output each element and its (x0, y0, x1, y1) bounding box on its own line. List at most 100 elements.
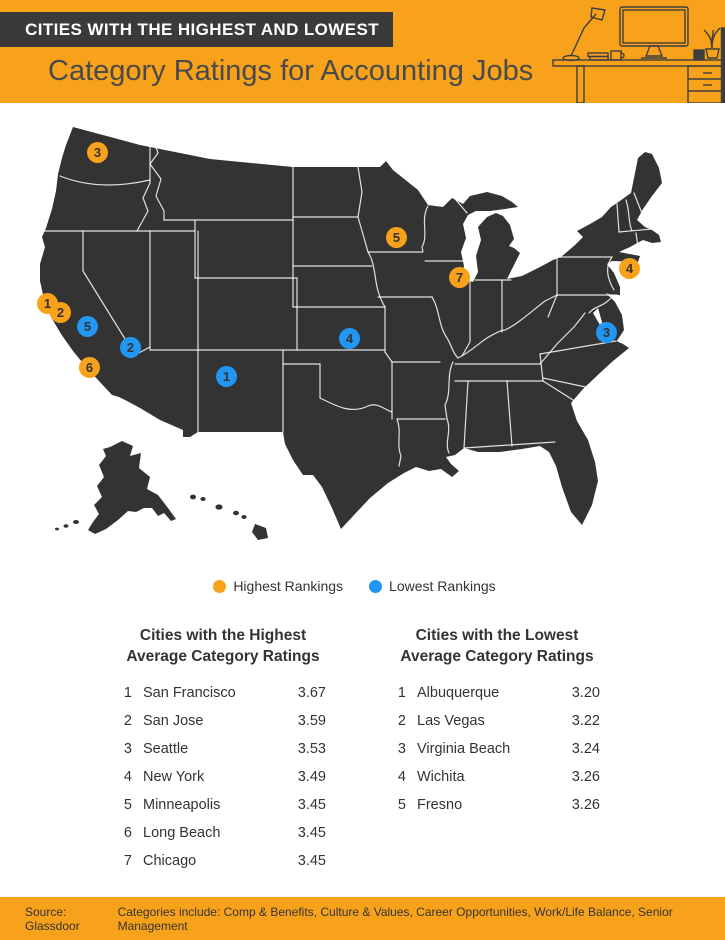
row-rating: 3.53 (297, 741, 326, 757)
table-row: 5 Minneapolis 3.45 (110, 791, 336, 819)
header-kicker-box: CITIES WITH THE HIGHEST AND LOWEST (0, 12, 393, 47)
row-rank: 6 (123, 825, 132, 841)
row-city: San Francisco (143, 685, 236, 701)
highest-rankings-dot-icon (213, 579, 227, 593)
marker-rank: 3 (93, 145, 102, 160)
monitor-icon (619, 6, 689, 59)
row-rank: 2 (123, 713, 132, 729)
header-kicker: CITIES WITH THE HIGHEST AND LOWEST (25, 20, 379, 39)
highest-table-rows: 1 San Francisco 3.67 2 San Jose 3.59 3 Seattl… (110, 679, 336, 875)
row-city: Long Beach (143, 825, 221, 841)
highest-table-title: Cities with the Highest Average Category… (110, 625, 336, 667)
desk-drawers (687, 65, 723, 103)
plant-icon (703, 27, 721, 59)
speaker-icon (693, 49, 705, 61)
row-rating: 3.45 (297, 797, 326, 813)
map-marker-lowest-fresno: 5 (77, 316, 98, 337)
table-row: 6 Long Beach 3.45 (110, 819, 336, 847)
row-rank: 3 (397, 741, 406, 757)
row-city: Minneapolis (143, 797, 221, 813)
map-marker-lowest-las-vegas: 2 (120, 337, 141, 358)
lowest-table-title: Cities with the Lowest Average Category … (384, 625, 610, 667)
map-marker-lowest-wichita: 4 (339, 328, 360, 349)
table-row: 2 Las Vegas 3.22 (384, 707, 610, 735)
marker-rank: 4 (625, 261, 634, 276)
row-rating: 3.67 (297, 685, 326, 701)
map-legend: Highest Rankings Lowest Rankings (0, 578, 717, 594)
table-row: 3 Virginia Beach 3.24 (384, 735, 610, 763)
row-city: New York (143, 769, 205, 785)
legend-highest-label: Highest Rankings (233, 578, 344, 594)
lowest-table-title-line2: Average Category Ratings (400, 648, 594, 665)
books-icon (587, 52, 609, 61)
row-rank: 4 (123, 769, 132, 785)
highest-table-title-line2: Average Category Ratings (126, 648, 320, 665)
lowest-rankings-dot-icon (369, 579, 383, 593)
marker-rank: 4 (345, 331, 354, 346)
marker-rank: 2 (56, 305, 65, 320)
legend-highest: Highest Rankings (213, 578, 343, 594)
row-city: Chicago (143, 853, 197, 869)
map-marker-highest-long-beach: 6 (79, 357, 100, 378)
map-marker-highest-chicago: 7 (449, 267, 470, 288)
footer-band: Source: Glassdoor Categories include: Co… (0, 897, 725, 940)
row-rank: 5 (397, 797, 406, 813)
row-rating: 3.22 (571, 713, 600, 729)
table-row: 2 San Jose 3.59 (110, 707, 336, 735)
lowest-table-title-line1: Cities with the Lowest (415, 627, 579, 644)
marker-rank: 1 (222, 369, 231, 384)
map-marker-lowest-virginia-beach: 3 (596, 322, 617, 343)
marker-rank: 7 (455, 270, 464, 285)
desk-leg (576, 65, 585, 103)
row-rank: 1 (397, 685, 406, 701)
header-band: CITIES WITH THE HIGHEST AND LOWEST Categ… (0, 0, 725, 103)
map-marker-lowest-albuquerque: 1 (216, 366, 237, 387)
row-rating: 3.45 (297, 825, 326, 841)
row-city: Las Vegas (417, 713, 485, 729)
row-rank: 4 (397, 769, 406, 785)
state-borders (41, 134, 653, 467)
table-row: 3 Seattle 3.53 (110, 735, 336, 763)
row-city: Wichita (417, 769, 465, 785)
row-rating: 3.20 (571, 685, 600, 701)
lamp-icon (562, 7, 606, 62)
mug-icon (610, 50, 625, 61)
row-rating: 3.45 (297, 853, 326, 869)
shelf-edge (720, 27, 725, 103)
legend-lowest-label: Lowest Rankings (389, 578, 496, 594)
row-rating: 3.49 (297, 769, 326, 785)
table-row: 1 Albuquerque 3.20 (384, 679, 610, 707)
row-rating: 3.24 (571, 741, 600, 757)
desk-illustration (552, 6, 725, 103)
row-rank: 1 (123, 685, 132, 701)
row-rank: 2 (397, 713, 406, 729)
alaska-silhouette (88, 441, 176, 534)
row-city: San Jose (143, 713, 204, 729)
map-marker-highest-minneapolis: 5 (386, 227, 407, 248)
row-rating: 3.26 (571, 797, 600, 813)
map-marker-highest-new-york: 4 (619, 258, 640, 279)
categories-note: Categories include: Comp & Benefits, Cul… (117, 904, 673, 933)
source-credit: Source: Glassdoor (25, 904, 80, 933)
lowest-ratings-table: Cities with the Lowest Average Category … (384, 625, 610, 819)
row-rating: 3.59 (297, 713, 326, 729)
table-row: 1 San Francisco 3.67 (110, 679, 336, 707)
marker-rank: 5 (392, 230, 401, 245)
row-rank: 7 (123, 853, 132, 869)
hawaii-islands (190, 494, 268, 540)
highest-table-title-line1: Cities with the Highest (139, 627, 307, 644)
row-rating: 3.26 (571, 769, 600, 785)
marker-rank: 6 (85, 360, 94, 375)
map-marker-highest-san-jose: 2 (50, 302, 71, 323)
row-city: Seattle (143, 741, 189, 757)
aleutian-islands (55, 520, 79, 531)
row-rank: 3 (123, 741, 132, 757)
highest-ratings-table: Cities with the Highest Average Category… (110, 625, 336, 875)
table-row: 4 Wichita 3.26 (384, 763, 610, 791)
table-row: 5 Fresno 3.26 (384, 791, 610, 819)
map-marker-highest-seattle: 3 (87, 142, 108, 163)
marker-rank: 2 (126, 340, 135, 355)
table-row: 7 Chicago 3.45 (110, 847, 336, 875)
row-city: Virginia Beach (417, 741, 511, 757)
